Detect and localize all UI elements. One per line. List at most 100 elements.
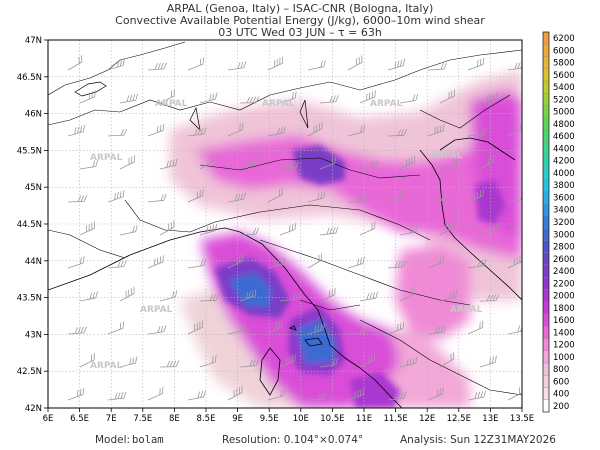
- colorbar-label: 2400: [553, 267, 575, 277]
- wind-barb: [467, 127, 487, 137]
- colorbar-swatch: [542, 129, 550, 143]
- wind-barb: [507, 61, 522, 71]
- colorbar-label: 4800: [553, 120, 575, 130]
- wind-barb: [79, 90, 96, 104]
- lon-label: 8E: [169, 414, 180, 424]
- colorbar-swatch: [542, 191, 550, 204]
- wind-barb: [187, 320, 204, 335]
- lon-label: 12E: [419, 414, 435, 424]
- colorbar-label: 3600: [553, 193, 575, 203]
- header-title: ARPAL (Genoa, Italy) – ISAC-CNR (Bologna…: [166, 2, 434, 15]
- colorbar: 200 400 600 800 1000 1200 1400 1600 1800 2000 2200…: [542, 31, 575, 413]
- wind-barb: [467, 390, 487, 401]
- wind-barb: [119, 225, 138, 236]
- watermark-1: ARPAL: [155, 99, 188, 109]
- wind-barb: [107, 391, 127, 401]
- wind-barb: [387, 321, 405, 335]
- colorbar-label: 3000: [553, 230, 575, 240]
- watermark-4: ARPAL: [90, 153, 123, 163]
- wind-barb: [439, 352, 455, 368]
- colorbar-label: 2200: [553, 279, 575, 289]
- wind-barb: [147, 386, 164, 401]
- lon-label: 11.5E: [383, 414, 407, 424]
- wind-barb: [227, 324, 246, 335]
- colorbar-swatch: [542, 313, 550, 327]
- colorbar-swatch: [542, 105, 550, 118]
- watermarks: ARPAL ARPAL ARPAL ARPAL ARPAL ARPAL ARPA…: [90, 99, 483, 371]
- lon-label: 12.5E: [447, 414, 471, 424]
- wind-barb: [119, 155, 135, 170]
- wind-barb: [427, 387, 444, 401]
- colorbar-label: 4000: [553, 169, 575, 179]
- colorbar-swatch: [542, 56, 550, 69]
- wind-barb: [319, 357, 339, 368]
- colorbar-label: 1200: [553, 341, 575, 351]
- wind-barb: [159, 158, 178, 170]
- wind-barb: [279, 222, 297, 236]
- colorbar-label: 1000: [553, 353, 575, 363]
- wind-barb: [147, 193, 167, 203]
- lat-label: 45N: [25, 183, 42, 193]
- wind-barb: [479, 355, 497, 368]
- colorbar-swatch: [542, 178, 550, 192]
- lat-label: 47N: [25, 36, 42, 46]
- wind-barb: [507, 124, 522, 137]
- wind-barb: [387, 391, 407, 401]
- wind-barb: [67, 55, 83, 71]
- colorbar-swatch: [542, 154, 550, 167]
- colorbar-label: 4600: [553, 132, 575, 142]
- wind-barb: [227, 122, 244, 137]
- colorbar-swatch: [542, 203, 550, 217]
- lakes: [74, 81, 309, 132]
- lat-label: 44N: [25, 257, 42, 267]
- wind-barb: [319, 288, 336, 302]
- borders: [48, 41, 522, 396]
- colorbar-label: 2000: [553, 292, 575, 302]
- header-time: 03 UTC Wed 03 JUN – τ = 63h: [218, 26, 382, 39]
- wind-barb: [427, 194, 447, 203]
- wind-barb: [67, 326, 87, 335]
- wind-barb: [159, 220, 175, 236]
- colorbar-swatch: [542, 252, 550, 266]
- resolution: Resolution: 0.104°×0.074°: [222, 434, 364, 446]
- colorbar-label: 4200: [553, 157, 575, 167]
- wind-barb: [107, 321, 124, 335]
- watermark-8: ARPAL: [450, 305, 483, 315]
- colorbar-label: 3400: [553, 206, 575, 216]
- wind-barb: [67, 387, 85, 401]
- wind-barb: [107, 58, 125, 71]
- wind-barb: [279, 292, 299, 302]
- wind-barb: [307, 253, 323, 269]
- lon-label: 7E: [106, 414, 117, 424]
- colorbar-label: 5600: [553, 71, 575, 81]
- colorbar-swatch: [542, 227, 550, 241]
- colorbar-swatch: [542, 93, 550, 106]
- colorbar-label: 1800: [553, 304, 575, 314]
- watermark-6: ARPAL: [140, 305, 173, 315]
- wind-barb: [439, 89, 455, 104]
- colorbar-label: 5400: [553, 83, 575, 93]
- wind-barb: [347, 256, 365, 269]
- wind-barb: [239, 289, 257, 302]
- colorbar-swatch: [542, 289, 550, 302]
- wind-barb: [79, 159, 99, 170]
- wind-barb: [399, 225, 418, 236]
- colorbar-label: 2600: [553, 255, 575, 265]
- colorbar-label: 3200: [553, 218, 575, 228]
- wind-barb: [147, 123, 165, 137]
- lat-label: 42.5N: [17, 367, 42, 377]
- wind-barb: [307, 121, 323, 137]
- wind-barb: [147, 325, 167, 335]
- lat-label: 42N: [25, 404, 42, 414]
- wind-barb: [427, 124, 445, 137]
- wind-barb: [199, 92, 218, 104]
- wind-barb: [227, 192, 247, 203]
- wind-barb: [307, 393, 328, 401]
- wind-barb: [279, 91, 297, 104]
- model-name: bolam: [132, 434, 164, 446]
- wind-barb: [399, 287, 415, 302]
- wind-barb: [507, 255, 522, 269]
- lon-label: 9.5E: [260, 414, 279, 424]
- wind-barb: [307, 322, 326, 335]
- header-subtitle: Convective Available Potential Energy (J…: [115, 14, 485, 27]
